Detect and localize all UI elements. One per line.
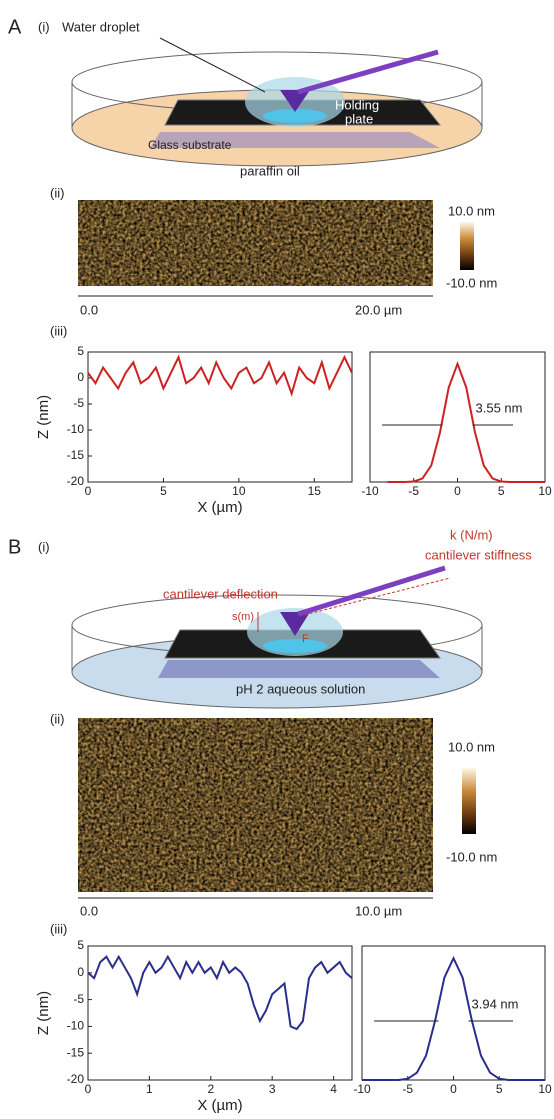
label: Holding xyxy=(335,97,379,112)
scale-label: 10.0 µm xyxy=(355,903,402,918)
data-line xyxy=(387,360,545,483)
x-tick-label: 15 xyxy=(308,484,322,498)
schematic-a xyxy=(71,37,483,167)
label: paraffin oil xyxy=(240,163,300,178)
x-tick-label: 10 xyxy=(538,1082,552,1096)
x-tick-label: -5 xyxy=(402,1082,413,1096)
colorbar-label: -10.0 nm xyxy=(446,275,497,290)
x-axis-label: X (µm) xyxy=(197,499,242,516)
label: plate xyxy=(345,111,373,126)
x-tick-label: 5 xyxy=(160,484,167,498)
label: F xyxy=(302,633,309,645)
y-tick-label: -10 xyxy=(67,1019,85,1033)
sub-label: (ii) xyxy=(50,185,64,200)
x-axis-label: X (µm) xyxy=(197,1097,242,1114)
label: Water droplet xyxy=(62,19,140,34)
x-tick-label: 0 xyxy=(85,484,92,498)
plot-frame xyxy=(361,945,546,1081)
y-tick-label: 0 xyxy=(77,370,84,384)
y-tick-label: -5 xyxy=(73,992,84,1006)
scale-label: 0.0 xyxy=(80,302,98,317)
y-axis-label: Z (nm) xyxy=(35,991,52,1035)
x-tick-label: -10 xyxy=(361,484,379,498)
label: cantilever stiffness xyxy=(425,547,532,562)
label: k (N/m) xyxy=(450,527,493,542)
y-tick-label: 5 xyxy=(77,938,84,952)
y-tick-label: -5 xyxy=(73,396,84,410)
colorbar-label: 10.0 nm xyxy=(448,203,495,218)
x-tick-label: -5 xyxy=(408,484,419,498)
x-tick-label: 0 xyxy=(454,484,461,498)
sub-label: (iii) xyxy=(50,921,67,936)
y-tick-label: -15 xyxy=(67,1045,85,1059)
x-tick-label: 1 xyxy=(146,1082,153,1096)
x-tick-label: 0 xyxy=(450,1082,457,1096)
afm-image xyxy=(78,718,433,892)
annotation: 3.55 nm xyxy=(476,400,523,415)
x-tick-label: 5 xyxy=(498,484,505,498)
x-tick-label: 5 xyxy=(496,1082,503,1096)
annotation: 3.94 nm xyxy=(472,996,519,1011)
y-axis-label: Z (nm) xyxy=(35,395,52,439)
sub-label: (i) xyxy=(38,539,50,554)
sub-label: (i) xyxy=(38,19,50,34)
data-line xyxy=(362,955,545,1081)
x-tick-label: 10 xyxy=(538,484,552,498)
label: cantilever deflection xyxy=(163,586,278,601)
plot-frame xyxy=(369,351,546,483)
colorbar-label: 10.0 nm xyxy=(448,739,495,754)
x-tick-label: 2 xyxy=(207,1082,214,1096)
colorbar xyxy=(462,768,476,834)
y-tick-label: -20 xyxy=(67,474,85,488)
label: Glass substrate xyxy=(148,138,232,152)
colorbar xyxy=(460,222,474,270)
scale-label: 0.0 xyxy=(80,903,98,918)
x-tick-label: -10 xyxy=(353,1082,371,1096)
y-tick-label: -10 xyxy=(67,422,85,436)
sub-label: (iii) xyxy=(50,323,67,338)
y-tick-label: 5 xyxy=(77,344,84,358)
y-tick-label: 0 xyxy=(77,965,84,979)
data-line xyxy=(87,354,353,397)
plot-frame xyxy=(87,945,353,1081)
afm-image xyxy=(78,200,433,286)
y-tick-label: -20 xyxy=(67,1072,85,1086)
data-line xyxy=(87,954,353,1031)
x-tick-label: 10 xyxy=(232,484,246,498)
y-tick-label: -15 xyxy=(67,448,85,462)
colorbar-label: -10.0 nm xyxy=(446,849,497,864)
x-tick-label: 3 xyxy=(269,1082,276,1096)
sub-label: (ii) xyxy=(50,711,64,726)
label: s(m) xyxy=(232,611,254,623)
x-tick-label: 4 xyxy=(330,1082,337,1096)
panel-letter: B xyxy=(8,536,21,558)
scale-label: 20.0 µm xyxy=(355,302,402,317)
schematic-b xyxy=(71,565,483,709)
plot-frame xyxy=(87,351,353,483)
label: pH 2 aqueous solution xyxy=(236,681,365,696)
panel-letter: A xyxy=(8,16,22,38)
x-tick-label: 0 xyxy=(85,1082,92,1096)
